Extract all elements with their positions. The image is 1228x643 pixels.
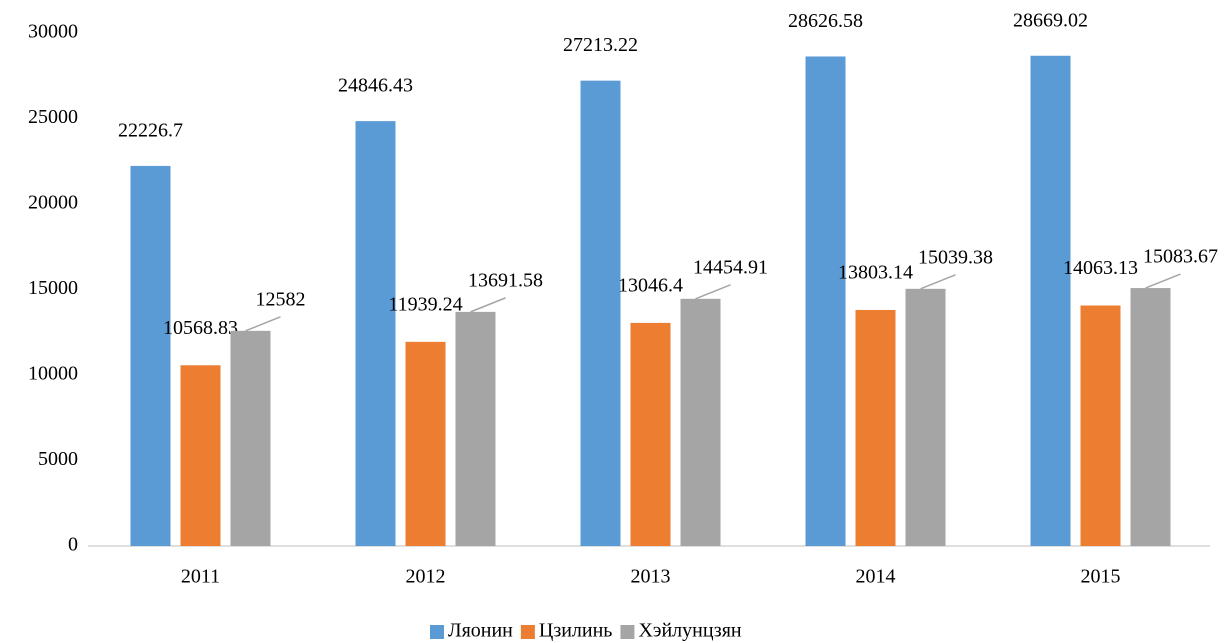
y-tick-label: 10000 — [28, 363, 78, 385]
legend-swatch — [620, 625, 635, 639]
data-label: 14063.13 — [1063, 257, 1138, 279]
bar — [1080, 305, 1121, 546]
data-label: 11939.24 — [388, 293, 462, 315]
bar — [1030, 55, 1071, 546]
bar — [180, 365, 221, 546]
bar — [130, 165, 171, 546]
bar — [580, 80, 621, 547]
data-label: 28669.02 — [1013, 9, 1088, 31]
data-label: 22226.7 — [118, 120, 183, 142]
y-tick-label: 5000 — [38, 448, 78, 470]
y-tick-label: 15000 — [28, 277, 78, 299]
x-tick-label: 2011 — [181, 566, 220, 588]
data-label: 13046.4 — [618, 275, 683, 297]
bar — [455, 311, 496, 546]
y-tick-label: 25000 — [28, 106, 78, 128]
data-label: 15083.67 — [1143, 246, 1218, 268]
bar — [230, 330, 271, 546]
y-tick-label: 0 — [68, 534, 78, 556]
legend-label: Ляонин — [448, 620, 513, 642]
legend-swatch — [520, 625, 535, 639]
leader-line — [695, 284, 731, 300]
data-label: 24846.43 — [338, 75, 413, 97]
leader-line — [245, 316, 281, 332]
bar — [905, 288, 946, 546]
legend-swatch — [430, 625, 444, 639]
data-label: 10568.83 — [163, 317, 238, 339]
data-label: 27213.22 — [563, 34, 638, 56]
x-tick-label: 2012 — [406, 566, 446, 588]
bar — [680, 298, 721, 546]
y-tick-label: 20000 — [28, 192, 78, 214]
data-label: 12582 — [256, 288, 306, 310]
data-label: 28626.58 — [788, 10, 863, 32]
data-label: 13803.14 — [838, 262, 913, 284]
bar — [855, 309, 896, 546]
legend-label: Цзилинь — [539, 620, 613, 642]
data-label: 15039.38 — [918, 246, 993, 268]
x-tick-label: 2015 — [1081, 566, 1121, 588]
data-label: 13691.58 — [468, 269, 543, 291]
bar — [1130, 288, 1171, 546]
bar — [805, 56, 846, 547]
leader-line — [470, 297, 506, 313]
bar — [630, 322, 671, 546]
leader-line — [1145, 273, 1181, 289]
y-tick-label: 30000 — [28, 21, 78, 43]
bar — [405, 341, 446, 546]
x-tick-label: 2013 — [631, 566, 671, 588]
legend-label: Хэйлунцзян — [638, 620, 741, 642]
leader-line — [920, 274, 956, 290]
x-tick-label: 2014 — [856, 566, 896, 588]
bar — [355, 121, 396, 547]
data-label: 14454.91 — [693, 256, 768, 278]
